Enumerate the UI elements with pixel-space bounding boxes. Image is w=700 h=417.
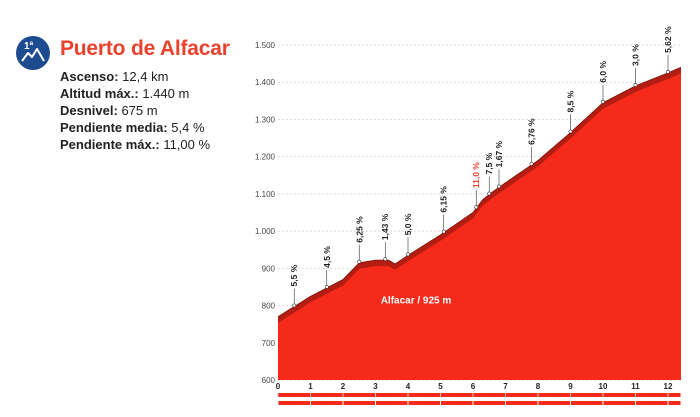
category-label: 1ª [24,41,34,52]
gradient-label: 5,0 % [403,213,413,235]
km-segment-bar [278,401,310,405]
x-tick-label: 4 [406,382,411,391]
km-segment-bar [376,393,408,397]
km-segment-bar [473,401,505,405]
gradient-label: 5,5 % [289,264,299,286]
gradient-marker [357,259,362,264]
km-segment-bar [636,393,668,397]
km-segment-bar [506,401,538,405]
gradient-label: 7,5 % [484,152,494,174]
km-segment-bar [311,393,343,397]
climb-stats: Ascenso: 12,4 km Altitud máx.: 1.440 m D… [60,68,210,153]
gradient-marker [529,161,534,166]
elevation-area [278,67,681,381]
town-annotation: Alfacar / 925 m [381,296,452,307]
km-segment-bar [603,401,635,405]
x-tick-label: 6 [471,382,476,391]
km-segment-bar [311,401,343,405]
x-tick-label: 5 [438,382,443,391]
stat-max-altitude: Altitud máx.: 1.440 m [60,86,190,101]
gradient-label: 1,43 % [380,213,390,240]
mountain-icon: 1ª [21,41,45,62]
km-segment-bar [278,393,310,397]
y-tick-label: 1.300 [255,115,276,124]
y-tick-label: 1.200 [255,153,276,162]
km-segment-bar [376,401,408,405]
gradient-marker [292,303,297,308]
gradient-label: 6,76 % [527,118,537,145]
gradient-marker [406,252,410,257]
gradient-marker [633,83,638,87]
km-segment-bar [603,393,635,397]
gradient-label: 4,5 % [322,246,332,268]
x-tick-label: 1 [308,382,313,391]
x-tick-label: 2 [341,382,346,391]
x-tick-label: 12 [664,382,673,391]
gradient-marker [568,129,573,134]
gradient-marker [324,284,329,289]
y-tick-label: 1.100 [255,190,276,199]
km-segment-bar [343,393,375,397]
stat-ascent: Ascenso: 12,4 km [60,69,169,84]
x-tick-label: 8 [536,382,541,391]
gradient-label: 5,62 % [663,26,673,53]
stat-elevation-gain: Desnivel: 675 m [60,103,158,118]
km-segment-bar [506,393,538,397]
x-tick-label: 9 [568,382,573,391]
km-segment-bar [538,401,570,405]
gradient-label: 8,5 % [566,90,576,112]
gradient-label: 1,67 % [494,140,504,167]
y-tick-label: 600 [262,376,276,385]
km-segment-bar [668,393,681,397]
km-segment-bar [636,401,668,405]
gradient-marker [666,70,670,74]
y-tick-label: 800 [262,302,276,311]
km-segment-bar [408,393,440,397]
stat-max-gradient: Pendiente máx.: 11,00 % [60,137,211,152]
x-tick-label: 3 [373,382,378,391]
x-tick-label: 0 [276,382,281,391]
gradient-marker [601,99,605,104]
km-segment-bar [668,401,681,405]
x-tick-label: 10 [599,382,608,391]
km-segment-bar [441,401,473,405]
gradient-marker [441,229,446,234]
km-segment-bar [343,401,375,405]
gradient-label: 3,0 % [631,44,641,66]
x-tick-label: 7 [503,382,508,391]
gradient-marker [383,257,388,262]
km-segment-bar [538,393,570,397]
km-segment-bar [408,401,440,405]
gradient-label: 6,0 % [598,61,608,83]
y-tick-label: 1.400 [255,78,276,87]
climb-title: Puerto de Alfacar [60,37,230,60]
gradient-label: 6,25 % [354,216,364,243]
gradient-label: 6,15 % [439,186,449,213]
elevation-ridge [278,67,681,323]
y-tick-label: 900 [262,264,276,273]
stat-avg-gradient: Pendiente media: 5,4 % [60,120,205,135]
x-tick-label: 11 [631,382,640,391]
km-segment-bar [571,393,603,397]
gradient-marker [497,184,501,189]
gradient-marker [487,191,492,196]
y-tick-label: 1.500 [255,41,276,50]
km-segment-bar [571,401,603,405]
climb-category-badge: 1ª [16,36,50,70]
km-segment-bar [441,393,473,397]
y-tick-label: 1.000 [255,227,276,236]
km-segment-bar [473,393,505,397]
gradient-label: 11,0 % [471,162,481,188]
y-tick-label: 700 [262,339,276,348]
gradient-marker [474,205,479,210]
